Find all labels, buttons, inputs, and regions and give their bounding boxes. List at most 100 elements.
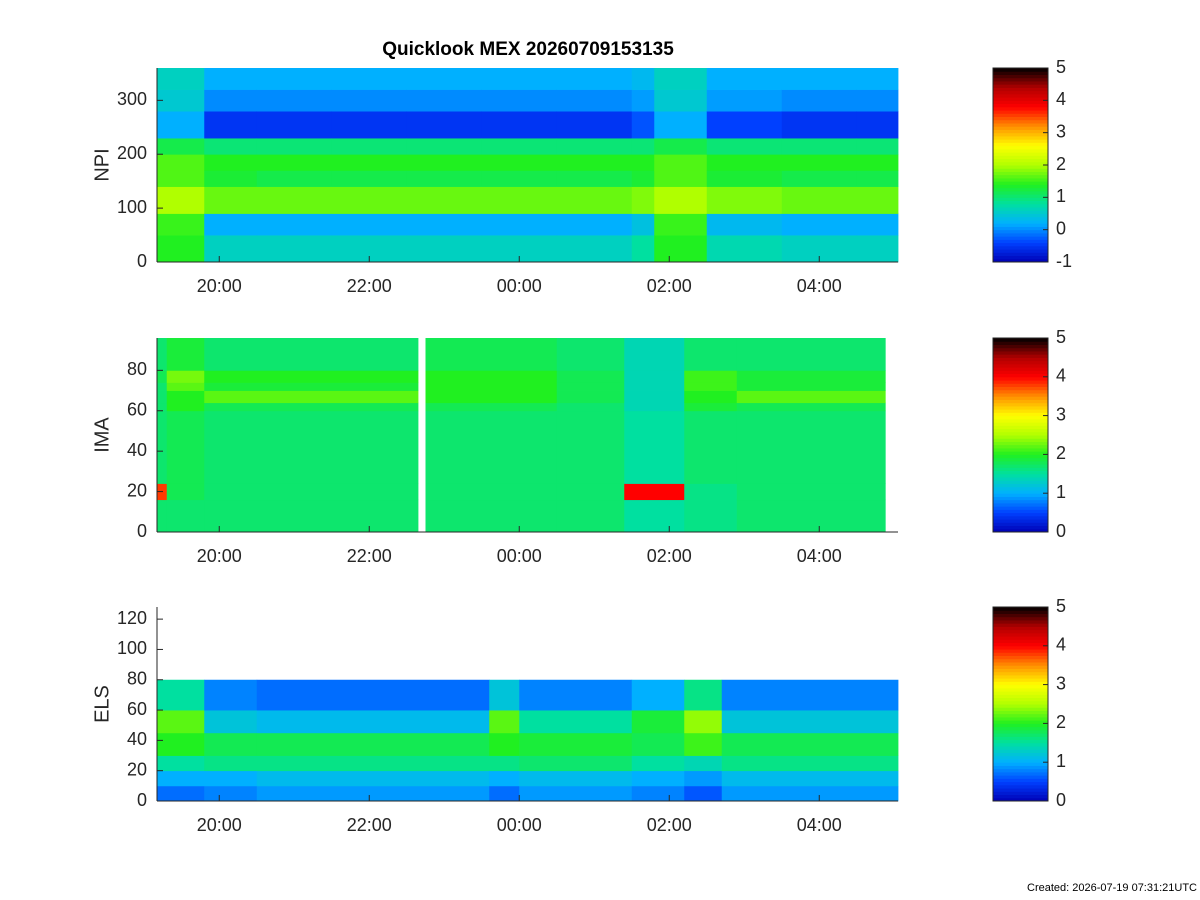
colorbar-swatch (993, 106, 1048, 111)
colorbar-swatch (993, 236, 1048, 240)
colorbar-swatch (993, 684, 1048, 689)
colorbar-swatch (993, 210, 1048, 214)
heatmap-cell (556, 186, 633, 214)
colorbar-swatch (993, 132, 1048, 137)
colorbar-swatch (993, 499, 1048, 504)
colorbar-swatch (993, 338, 1048, 342)
heatmap-cell (166, 390, 205, 404)
x-tick-label: 02:00 (647, 276, 692, 296)
colorbar-swatch (993, 190, 1048, 195)
colorbar-swatch (993, 126, 1048, 130)
x-tick-label: 00:00 (497, 815, 542, 835)
heatmap-cell (204, 732, 258, 756)
colorbar-swatch (993, 71, 1048, 75)
y-axis-label: IMA (91, 417, 113, 453)
colorbar-swatch (993, 607, 1048, 611)
heatmap-cell (166, 382, 205, 391)
heatmap-cell (406, 154, 483, 171)
heatmap-cell (204, 213, 258, 236)
heatmap-cell (481, 154, 558, 171)
colorbar-swatch (993, 405, 1048, 410)
heatmap-cell (157, 679, 205, 711)
heatmap-cell (684, 710, 723, 734)
heatmap-cell (425, 382, 558, 391)
colorbar-swatch (993, 713, 1048, 718)
colorbar-swatch (993, 396, 1048, 400)
heatmap-cell (204, 382, 419, 391)
heatmap-cell (631, 111, 655, 139)
heatmap-cell (406, 89, 483, 112)
colorbar-swatch (993, 451, 1048, 455)
colorbar-swatch (993, 122, 1048, 127)
colorbar-swatch (993, 797, 1048, 802)
colorbar-swatch (993, 496, 1048, 501)
colorbar-swatch (993, 746, 1048, 750)
heatmap-cell (256, 679, 490, 711)
heatmap-cell (631, 235, 655, 263)
colorbar-swatch (993, 435, 1048, 439)
heatmap-cell (204, 111, 258, 139)
heatmap-cell (624, 402, 685, 412)
heatmap-cell (157, 338, 168, 371)
heatmap-cell (157, 390, 168, 404)
colorbar-swatch (993, 116, 1048, 121)
heatmap-cell (157, 370, 168, 383)
heatmap-cell (406, 170, 483, 187)
heatmap-cell (204, 402, 419, 412)
heatmap-cell (654, 170, 708, 187)
heatmap-cell (631, 710, 685, 734)
colorbar-swatch (993, 174, 1048, 179)
heatmap-cell (166, 370, 205, 383)
heatmap-cell (425, 402, 558, 412)
heatmap-cell (781, 186, 858, 214)
colorbar-swatch (993, 207, 1048, 211)
colorbar-swatch (993, 515, 1048, 520)
colorbar-swatch (993, 415, 1048, 420)
colorbar-swatch (993, 425, 1048, 430)
heatmap-cell (166, 483, 205, 501)
colorbar-swatch (993, 470, 1048, 475)
heatmap-cell (654, 235, 708, 263)
colorbar-swatch (993, 258, 1048, 263)
heatmap-cell (256, 89, 333, 112)
colorbar-swatch (993, 383, 1048, 387)
heatmap-cell (157, 499, 168, 533)
colorbar-swatch (993, 438, 1048, 442)
heatmap-cell (256, 785, 490, 802)
x-tick-label: 00:00 (497, 546, 542, 566)
colorbar-tick-label: 4 (1056, 366, 1066, 386)
colorbar-swatch (993, 464, 1048, 468)
colorbar-tick-label: 2 (1056, 712, 1066, 732)
heatmap-cell (157, 785, 205, 802)
colorbar-swatch (993, 486, 1048, 491)
colorbar-swatch (993, 720, 1048, 724)
heatmap-cell (204, 154, 258, 171)
heatmap-cell (706, 186, 783, 214)
colorbar-swatch (993, 502, 1048, 507)
heatmap-cell (624, 499, 685, 533)
colorbar-swatch (993, 77, 1048, 82)
colorbar-frame (992, 606, 1049, 802)
heatmap-cell (204, 785, 258, 802)
colorbar-swatch (993, 742, 1048, 747)
heatmap-cell (406, 138, 483, 155)
colorbar-swatch (993, 765, 1048, 770)
y-tick-label: 0 (137, 521, 147, 541)
heatmap-cell (157, 111, 205, 139)
colorbar-swatch (993, 161, 1048, 166)
colorbar-swatch (993, 249, 1048, 253)
heatmap-cell (157, 138, 205, 155)
x-tick-label: 22:00 (347, 815, 392, 835)
heatmap-cell (204, 89, 258, 112)
heatmap-cell (556, 390, 625, 404)
colorbar-swatch (993, 171, 1048, 176)
x-tick-label: 20:00 (197, 546, 242, 566)
heatmap-cell (489, 732, 520, 756)
heatmap-cell (624, 338, 685, 371)
colorbar-swatch (993, 710, 1048, 715)
heatmap-cell (157, 170, 205, 187)
colorbar-swatch (993, 158, 1048, 163)
heatmap-cell (856, 235, 899, 263)
colorbar-swatch (993, 232, 1048, 237)
heatmap-cell (489, 755, 520, 772)
